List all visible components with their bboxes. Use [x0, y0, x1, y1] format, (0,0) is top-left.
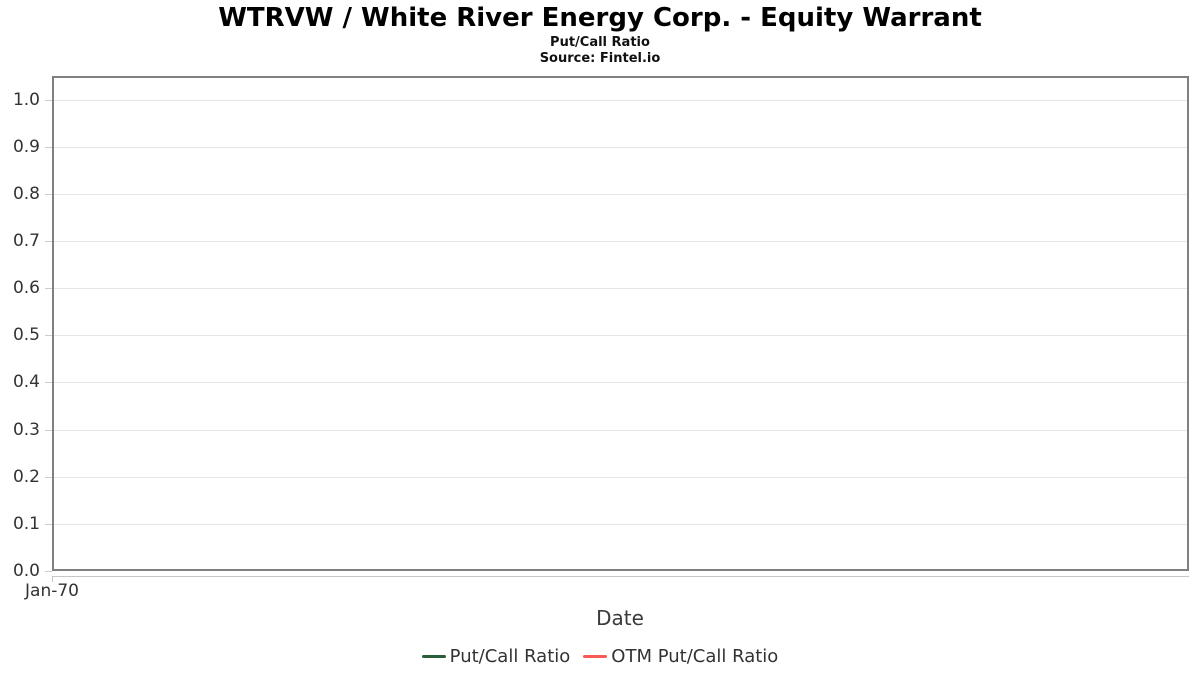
y-axis-tick [45, 571, 52, 572]
y-tick-label: 0.2 [12, 466, 40, 487]
y-gridline [54, 429, 1187, 431]
legend-item[interactable]: OTM Put/Call Ratio [583, 646, 778, 667]
y-axis-tick [45, 523, 52, 525]
chart-title: WTRVW / White River Energy Corp. - Equit… [218, 3, 982, 33]
y-tick-label: 0.6 [12, 278, 40, 299]
y-gridline [54, 335, 1187, 337]
x-axis-line [52, 576, 1189, 577]
y-gridline [54, 241, 1187, 242]
y-tick-label: 0.9 [12, 136, 40, 157]
y-axis-tick [45, 288, 52, 290]
y-gridline [54, 523, 1187, 525]
y-tick-label: 0.4 [12, 372, 40, 393]
y-tick-label: 0.8 [12, 183, 40, 204]
y-tick-label: 1.0 [12, 89, 40, 110]
x-tick-label: Jan-70 [25, 581, 79, 601]
y-tick-label: 0.5 [12, 325, 40, 346]
y-axis-tick [45, 335, 52, 337]
y-axis-tick [45, 476, 52, 478]
legend-line-marker-icon [583, 655, 608, 658]
y-axis-tick [45, 382, 52, 384]
legend-line-marker-icon [421, 655, 446, 658]
legend-item[interactable]: Put/Call Ratio [421, 646, 571, 667]
y-gridline [54, 288, 1187, 290]
y-axis-tick [45, 146, 52, 148]
y-gridline [54, 382, 1187, 384]
legend-label: Put/Call Ratio [449, 646, 571, 667]
y-axis-tick [45, 429, 52, 431]
y-tick-label: 0.0 [12, 561, 40, 581]
y-gridline [54, 99, 1187, 101]
x-axis-title: Date [596, 606, 644, 630]
y-axis-tick [45, 99, 52, 101]
legend: Put/Call Ratio OTM Put/Call Ratio [0, 646, 1200, 667]
y-tick-label: 0.7 [12, 231, 40, 251]
chart-source: Source: Fintel.io [539, 51, 661, 66]
y-gridline [54, 476, 1187, 478]
legend-label: OTM Put/Call Ratio [611, 646, 779, 667]
y-gridline [54, 146, 1187, 148]
y-axis-tick [45, 193, 52, 195]
y-gridline [54, 193, 1187, 195]
chart-subtitle: Put/Call Ratio [550, 35, 650, 50]
y-tick-label: 0.1 [12, 513, 40, 534]
x-axis-tick [52, 576, 53, 582]
y-axis-tick [45, 241, 52, 242]
plot-area [52, 76, 1189, 571]
y-tick-label: 0.3 [12, 419, 40, 440]
